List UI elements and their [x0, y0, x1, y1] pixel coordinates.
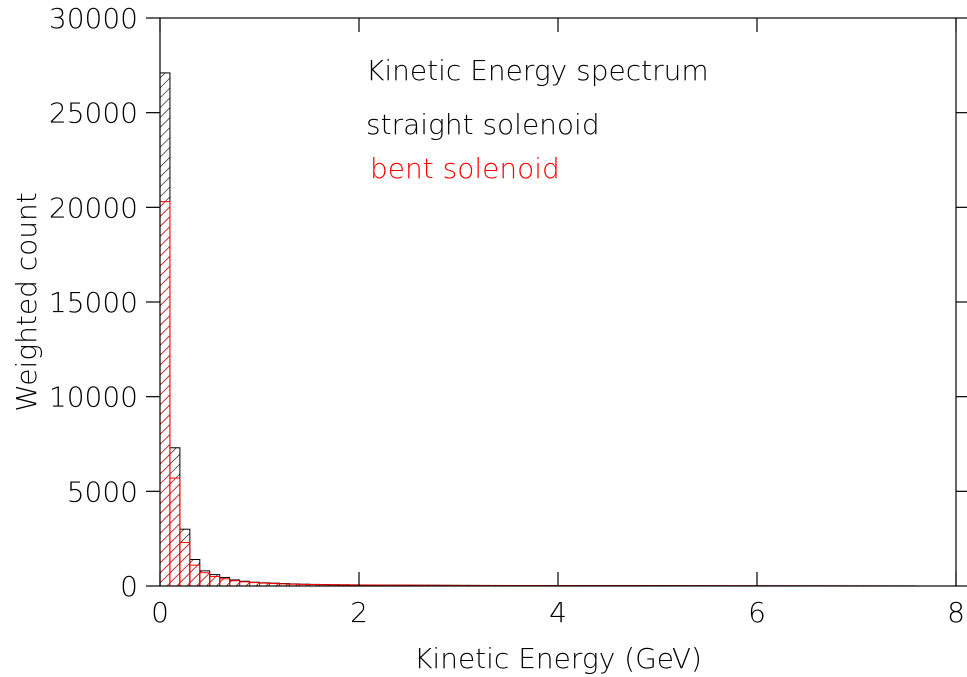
- bar-bent-solenoid-2: [179, 541, 191, 587]
- bar-bent-solenoid-0: [159, 201, 171, 587]
- y-tick-label-0: 0: [120, 570, 138, 603]
- bar-bent-solenoid-4: [199, 572, 211, 587]
- x-tick-label-4: 4: [549, 596, 567, 629]
- legend-entry-straight-solenoid: straight solenoid: [366, 108, 600, 141]
- legend-entry-bent-solenoid: bent solenoid: [370, 152, 560, 185]
- y-tick-label-30000: 30000: [49, 2, 138, 35]
- tick-labels-layer: 0 2 4 6 8 0 5000 10000 15000 20000 25000 30000: [49, 2, 965, 629]
- x-tick-label-0: 0: [151, 596, 169, 629]
- bars-layer: [159, 72, 917, 587]
- ticks-layer: [146, 17, 967, 587]
- x-tick-label-8: 8: [947, 596, 965, 629]
- y-tick-label-25000: 25000: [49, 97, 138, 130]
- bar-bent-solenoid-3: [189, 564, 201, 587]
- y-tick-label-10000: 10000: [49, 381, 138, 414]
- y-axis-title: Weighted count: [10, 192, 43, 411]
- x-tick-label-6: 6: [748, 596, 766, 629]
- bar-bent-solenoid-8: [239, 581, 251, 587]
- bar-bent-solenoid-6: [219, 578, 231, 587]
- bar-bent-solenoid-1: [169, 477, 181, 587]
- y-tick-label-15000: 15000: [49, 286, 138, 319]
- x-tick-label-2: 2: [350, 596, 368, 629]
- y-tick-label-5000: 5000: [67, 475, 138, 508]
- chart-title: Kinetic Energy spectrum: [366, 54, 709, 87]
- bar-bent-solenoid-7: [229, 580, 241, 587]
- y-tick-label-20000: 20000: [49, 191, 138, 224]
- x-axis-title: Kinetic Energy (GeV): [414, 642, 702, 675]
- plot-frame: [159, 17, 957, 587]
- bar-bent-solenoid-5: [209, 576, 221, 587]
